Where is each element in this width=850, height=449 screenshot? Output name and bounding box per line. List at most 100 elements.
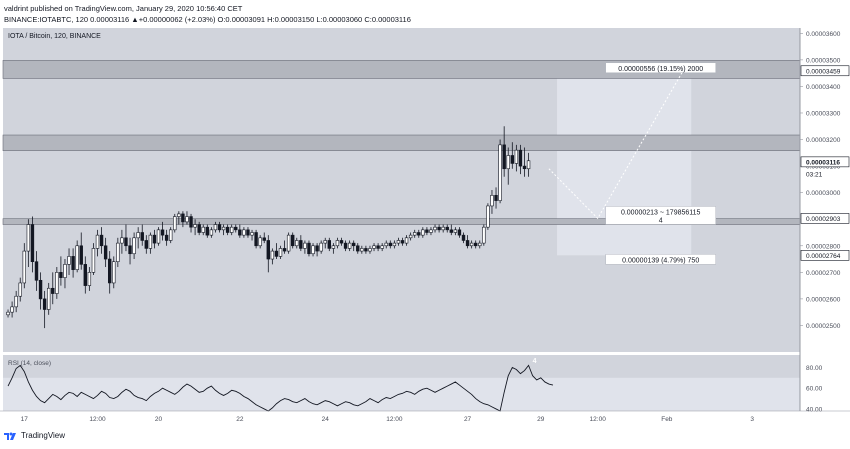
candle-body <box>63 264 67 278</box>
candle <box>274 243 279 260</box>
candle <box>87 267 92 291</box>
price-label: 0.00003459 <box>806 68 841 75</box>
rsi-tick-label: 60.00 <box>806 386 823 393</box>
time-tick-label: 22 <box>236 416 244 423</box>
candle <box>30 216 35 273</box>
price-tick-label: 0.00002700 <box>806 270 841 277</box>
candle <box>315 243 319 257</box>
candle <box>514 144 519 172</box>
price-pane[interactable]: IOTA / Bitcoin, 120, BINANCE 0.00000556 (… <box>2 28 801 352</box>
rsi-band <box>3 377 800 411</box>
candle-body <box>307 242 311 255</box>
symbol-ohlc: BINANCE:IOTABTC, 120 0.00003116 ▲+0.0000… <box>4 15 411 24</box>
candle-body <box>429 229 433 233</box>
time-axis[interactable]: 17 12:00 20 22 24 12:00 27 29 12:00 Feb 3 <box>0 410 850 423</box>
price-axis[interactable]: 0.00003600 0.00003500 0.00003400 0.00003300… <box>799 28 850 413</box>
candle <box>327 237 331 252</box>
candle-body <box>457 229 462 236</box>
candle <box>6 309 10 318</box>
candle <box>299 235 303 252</box>
candle-body <box>453 229 458 233</box>
candle-body <box>408 234 413 239</box>
time-tick-label: 3 <box>750 416 754 423</box>
candle-body <box>445 226 449 231</box>
price-tick-label: 0.00003000 <box>806 190 841 197</box>
candle <box>197 221 201 236</box>
candle <box>189 213 193 233</box>
candle <box>116 237 120 268</box>
candle-body <box>278 248 283 257</box>
candle <box>412 229 417 238</box>
chart-title: IOTA / Bitcoin, 120, BINANCE <box>8 33 101 40</box>
candle-body <box>404 237 409 244</box>
candle <box>10 301 14 318</box>
candle <box>164 229 169 246</box>
candle-body <box>522 165 527 170</box>
candle-body <box>412 232 417 236</box>
candle-body <box>437 226 441 231</box>
candle <box>453 227 458 236</box>
price-label-box <box>800 250 850 261</box>
candle-body <box>148 234 153 249</box>
candle-body <box>490 195 494 207</box>
candle-body <box>482 226 486 244</box>
candle <box>67 248 71 275</box>
projection-label: 0.00000139 (4.79%) 750 <box>622 257 699 264</box>
candle <box>103 237 108 268</box>
candle <box>238 224 242 238</box>
candle-body <box>502 144 506 170</box>
candle-body <box>473 242 478 247</box>
candle-body <box>246 229 250 236</box>
candle <box>335 237 340 249</box>
footer: TradingView <box>4 431 65 440</box>
candle-body <box>311 245 315 255</box>
candle <box>469 240 474 249</box>
candle <box>490 190 494 214</box>
candle <box>323 237 327 249</box>
candle-body <box>417 232 421 236</box>
candle-body <box>323 240 327 244</box>
candle <box>63 259 67 289</box>
price-tick-label: 0.00003300 <box>806 110 841 117</box>
candle <box>217 221 222 233</box>
candle <box>71 248 75 278</box>
tradingview-logo-icon <box>4 432 16 440</box>
candle-body <box>364 248 368 252</box>
chart[interactable]: IOTA / Bitcoin, 120, BINANCE 0.00000556 (… <box>0 28 850 426</box>
candle-body <box>6 311 10 316</box>
candle <box>364 245 368 254</box>
candle <box>478 240 482 249</box>
candle-body <box>230 226 234 233</box>
price-label-box <box>800 156 850 168</box>
candle <box>510 142 514 169</box>
candle <box>380 243 384 252</box>
price-tick-label: 0.00002800 <box>806 243 841 250</box>
candle <box>91 243 96 275</box>
candle-body <box>22 250 26 284</box>
candle <box>282 240 287 254</box>
candle <box>79 232 83 270</box>
candle <box>347 240 352 252</box>
candle-body <box>83 264 88 286</box>
candle <box>278 245 283 260</box>
publish-header: valdrint published on TradingView.com, J… <box>4 3 411 25</box>
candle <box>457 227 462 238</box>
candle <box>246 227 250 238</box>
candle-body <box>59 272 63 278</box>
candle-body <box>400 240 405 244</box>
projection-label-box <box>605 206 716 225</box>
candle <box>205 224 209 238</box>
candle-body <box>356 245 360 252</box>
candle <box>242 227 246 238</box>
candle <box>95 229 100 257</box>
candle-body <box>221 226 226 231</box>
candle-body <box>270 250 275 260</box>
time-tick-label: 24 <box>322 416 330 423</box>
candle-body <box>441 226 445 231</box>
price-label: 0.00003116 <box>806 159 840 166</box>
candle <box>360 245 364 254</box>
candle <box>311 243 315 257</box>
candle-body <box>433 226 437 231</box>
candle <box>526 152 531 177</box>
rsi-pane[interactable]: RSI (14, close) 4 <box>3 352 800 412</box>
